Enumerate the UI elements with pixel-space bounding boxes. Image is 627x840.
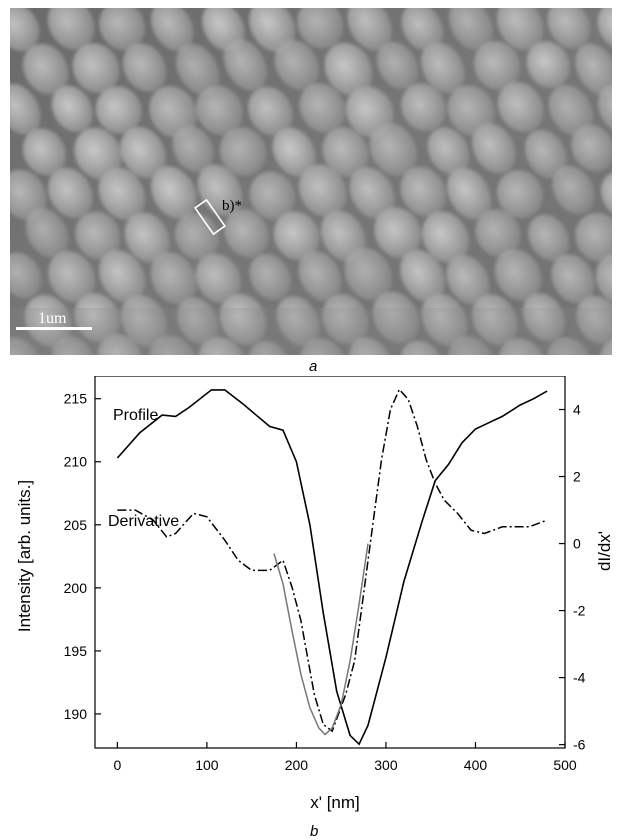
profile-region-marker	[193, 198, 227, 236]
y-left-tick-label: 210	[64, 454, 88, 470]
x-tick-label: 300	[374, 757, 398, 773]
panel-a-caption: a	[309, 358, 318, 375]
x-tick-label: 400	[464, 757, 488, 773]
series-line-fit	[273, 543, 369, 736]
scale-bar-label: 1um	[38, 310, 67, 327]
y-left-tick-label: 195	[64, 643, 88, 659]
y-left-tick-label: 205	[64, 517, 88, 533]
panel-b-caption: b	[310, 823, 318, 840]
x-axis-label: x' [nm]	[310, 793, 360, 812]
y-right-tick-label: 4	[573, 402, 581, 418]
series-line-profile	[116, 389, 548, 746]
plot-frame	[94, 376, 566, 749]
annotation-profile: Profile	[113, 407, 158, 424]
y-right-tick-label: -2	[573, 603, 586, 619]
x-tick-label: 100	[195, 757, 219, 773]
y-axis-label-left: Intensity [arb. units.]	[15, 480, 34, 632]
x-tick-label: 500	[553, 757, 577, 773]
y-right-tick-label: 2	[573, 469, 581, 485]
x-tick-label: 200	[285, 757, 309, 773]
y-left-tick-label: 215	[64, 391, 88, 407]
y-axis-label-right: dI/dx'	[595, 531, 614, 571]
y-left-tick-label: 190	[64, 706, 88, 722]
y-left-tick-label: 200	[64, 580, 88, 596]
y-right-tick-label: -4	[573, 670, 586, 686]
x-tick-label: 0	[113, 757, 121, 773]
sem-micrograph: b)* 1um	[10, 8, 612, 355]
scale-bar	[16, 327, 92, 330]
profile-chart: 0 100 200 300 400 500 190 195 200 205 210 215 -6 -4 -2…	[15, 376, 614, 840]
y-right-tick-label: -6	[573, 737, 586, 753]
region-label: b)*	[222, 198, 242, 214]
y-right-tick-label: 0	[573, 536, 581, 552]
annotation-derivative: Derivative	[108, 513, 179, 530]
series-line-derivative	[117, 388, 548, 733]
